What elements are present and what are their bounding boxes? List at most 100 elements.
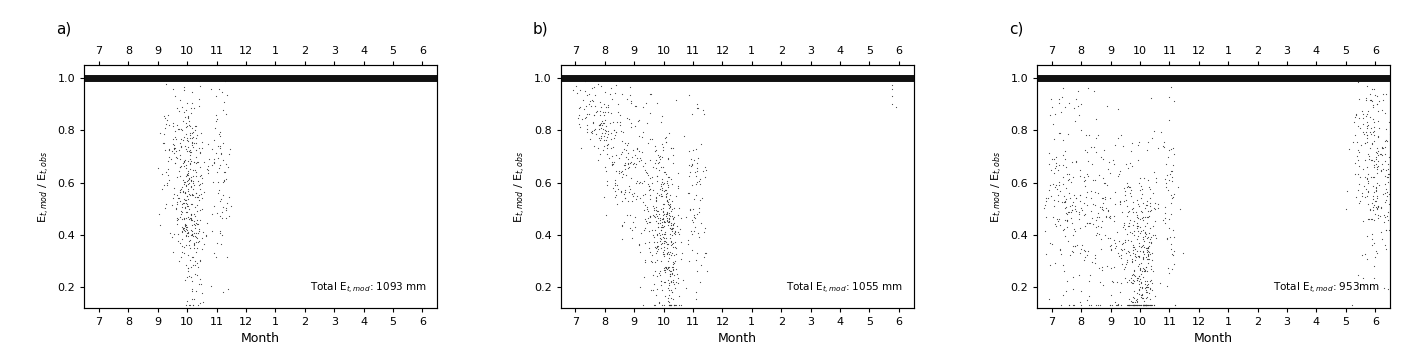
Point bbox=[654, 194, 677, 200]
Point bbox=[1160, 211, 1182, 217]
Point bbox=[657, 182, 680, 188]
Point bbox=[1122, 277, 1144, 283]
Point bbox=[604, 188, 626, 194]
Point bbox=[661, 152, 684, 158]
Point bbox=[1370, 161, 1393, 167]
Point bbox=[1134, 230, 1157, 236]
Point bbox=[595, 104, 618, 110]
Point bbox=[601, 130, 623, 135]
Point bbox=[692, 107, 715, 113]
Point bbox=[178, 150, 201, 155]
Point bbox=[173, 200, 195, 206]
Point bbox=[1130, 302, 1153, 308]
Point bbox=[1068, 193, 1091, 198]
Point bbox=[678, 148, 701, 154]
Point bbox=[1382, 235, 1404, 241]
Point bbox=[212, 193, 234, 198]
Point bbox=[1373, 219, 1396, 225]
Point bbox=[573, 78, 595, 84]
Point bbox=[1092, 156, 1115, 162]
Point bbox=[1367, 158, 1390, 164]
Point bbox=[1132, 295, 1154, 301]
Point bbox=[208, 213, 230, 219]
Point bbox=[188, 228, 211, 234]
Point bbox=[1063, 105, 1085, 111]
Point bbox=[201, 147, 223, 152]
Point bbox=[1369, 286, 1391, 292]
Point bbox=[176, 201, 198, 207]
Point bbox=[688, 197, 710, 203]
Point bbox=[1126, 296, 1148, 302]
Point bbox=[181, 289, 204, 294]
Point bbox=[630, 157, 653, 163]
Point bbox=[215, 205, 237, 211]
Point bbox=[657, 285, 680, 291]
Point bbox=[636, 204, 658, 210]
Point bbox=[1122, 302, 1144, 308]
Point bbox=[657, 218, 680, 223]
Point bbox=[639, 192, 661, 198]
Point bbox=[1053, 226, 1075, 231]
Point bbox=[1132, 255, 1154, 261]
Point bbox=[650, 183, 673, 189]
Point bbox=[1073, 147, 1095, 153]
Point bbox=[1356, 123, 1379, 129]
Point bbox=[1348, 149, 1370, 155]
Point bbox=[1147, 145, 1170, 151]
Point bbox=[1372, 152, 1394, 157]
Point bbox=[678, 258, 701, 264]
Point bbox=[670, 256, 692, 262]
Point bbox=[166, 199, 188, 205]
Point bbox=[1349, 142, 1372, 147]
Point bbox=[1084, 302, 1106, 308]
Point bbox=[587, 122, 609, 127]
Point bbox=[154, 121, 177, 127]
Point bbox=[1077, 157, 1099, 163]
Point bbox=[185, 159, 208, 165]
Point bbox=[644, 259, 667, 265]
Point bbox=[1352, 218, 1375, 224]
Point bbox=[653, 251, 675, 257]
Point bbox=[1133, 286, 1155, 291]
Point bbox=[639, 136, 661, 142]
Point bbox=[1113, 185, 1136, 190]
Point bbox=[1129, 248, 1151, 254]
Point bbox=[211, 196, 233, 202]
Point bbox=[1127, 281, 1150, 287]
Point bbox=[614, 195, 636, 201]
Point bbox=[604, 152, 626, 157]
Point bbox=[1116, 232, 1139, 237]
Point bbox=[183, 242, 205, 248]
Point bbox=[1088, 215, 1111, 220]
Point bbox=[1353, 174, 1376, 180]
Point bbox=[174, 182, 197, 188]
Point bbox=[1133, 268, 1155, 274]
Point bbox=[1047, 216, 1070, 222]
Point bbox=[1376, 286, 1398, 292]
Point bbox=[1113, 188, 1136, 194]
Point bbox=[176, 148, 198, 153]
Point bbox=[1139, 226, 1161, 231]
Point bbox=[1352, 111, 1375, 117]
Point bbox=[640, 252, 663, 258]
Point bbox=[191, 139, 213, 145]
Point bbox=[1067, 209, 1090, 215]
Point bbox=[1351, 193, 1373, 199]
Point bbox=[651, 222, 674, 227]
Point bbox=[602, 119, 625, 125]
Point bbox=[650, 282, 673, 288]
Point bbox=[1366, 133, 1389, 139]
Point bbox=[171, 209, 194, 214]
Point bbox=[689, 181, 712, 187]
Point bbox=[639, 249, 661, 255]
Point bbox=[653, 211, 675, 217]
Point bbox=[656, 250, 678, 256]
Point bbox=[646, 173, 668, 178]
Point bbox=[660, 238, 682, 244]
Point bbox=[1132, 302, 1154, 308]
Point bbox=[1087, 210, 1109, 216]
Point bbox=[183, 211, 205, 217]
Point bbox=[583, 127, 605, 132]
Point bbox=[188, 281, 211, 287]
Point bbox=[682, 228, 705, 233]
